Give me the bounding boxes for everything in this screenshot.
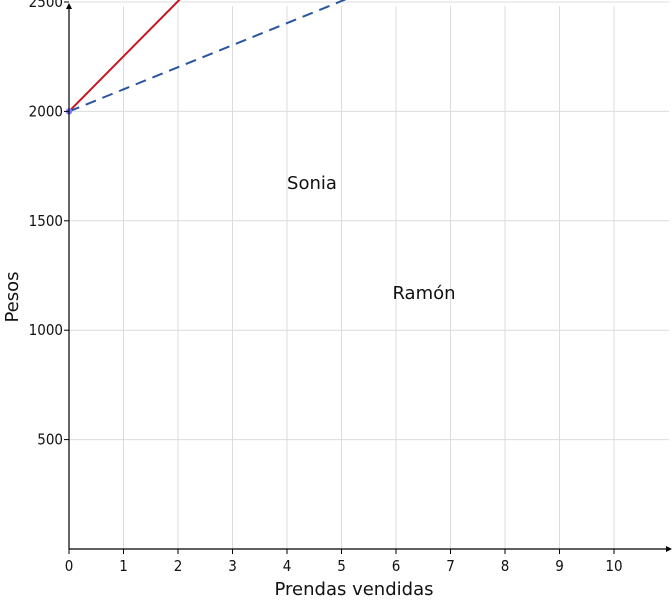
- y-tick-label-500: 500: [37, 431, 63, 449]
- series-line-1: [68, 0, 347, 113]
- x-axis-arrow: [666, 546, 672, 552]
- x-tick-label-0: 0: [65, 557, 74, 575]
- y-tick-label-1000: 1000: [29, 321, 63, 339]
- axes: [66, 3, 672, 552]
- x-tick-label-2: 2: [174, 557, 183, 575]
- y-tick-label-2500: 2500: [29, 0, 63, 11]
- series-label-sonia: Sonia: [287, 173, 337, 194]
- x-tick-label-6: 6: [392, 557, 401, 575]
- y-tick-label-2000: 2000: [29, 102, 63, 120]
- labels: Prendas vendidas Pesos Sonia Ramón: [2, 173, 456, 600]
- ticks: 0123456789105001000150020002500300035004…: [29, 0, 623, 575]
- y-axis-arrow: [66, 3, 72, 9]
- x-axis-title: Prendas vendidas: [275, 579, 434, 600]
- x-tick-label-10: 10: [605, 557, 622, 575]
- x-tick-label-8: 8: [501, 557, 510, 575]
- x-tick-label-9: 9: [555, 557, 564, 575]
- x-tick-label-1: 1: [119, 557, 128, 575]
- x-tick-label-7: 7: [446, 557, 455, 575]
- series-label-ramon: Ramón: [392, 283, 455, 304]
- x-tick-label-4: 4: [283, 557, 292, 575]
- grid: [69, 1, 669, 549]
- series-layer: [65, 0, 347, 115]
- y-axis-title: Pesos: [2, 271, 23, 322]
- x-tick-label-3: 3: [228, 557, 237, 575]
- y-tick-label-1500: 1500: [29, 212, 63, 230]
- series-line-0: [68, 0, 181, 113]
- x-tick-label-5: 5: [337, 557, 346, 575]
